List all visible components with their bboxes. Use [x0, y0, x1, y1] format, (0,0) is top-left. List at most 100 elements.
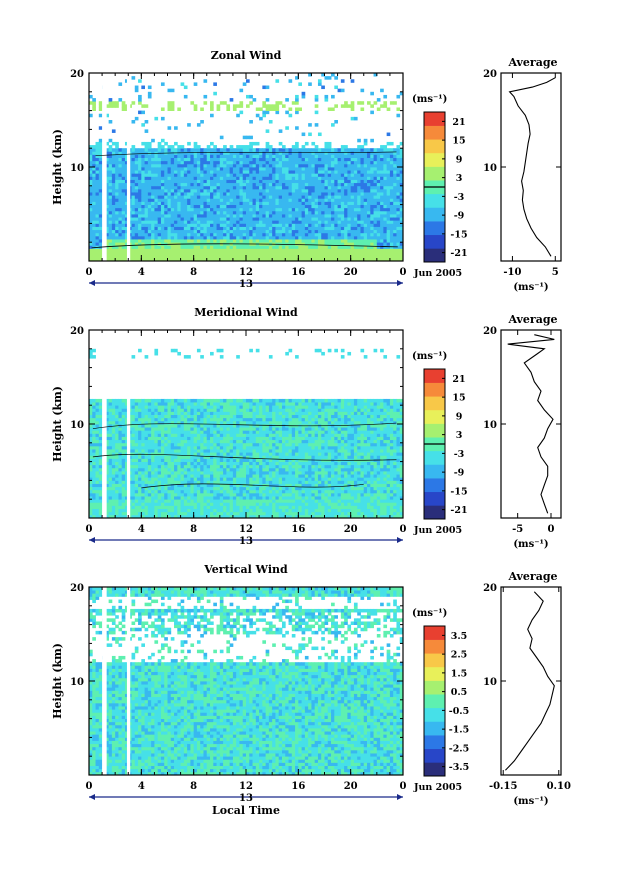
heatmap-cell [151, 245, 155, 249]
heatmap-cell [177, 220, 181, 224]
heatmap-cell [399, 167, 404, 171]
heatmap-cell [134, 214, 139, 218]
heatmap-cell [301, 185, 306, 190]
heatmap-cell [324, 220, 329, 224]
heatmap-cell [210, 104, 214, 108]
heatmap-cell [373, 148, 378, 152]
heatmap-cell [337, 188, 342, 193]
heatmap-cell [187, 179, 191, 184]
heatmap-cell [92, 204, 96, 209]
heatmap-cell [327, 170, 332, 174]
heatmap-cell [200, 214, 204, 218]
heatmap-cell [124, 232, 129, 237]
heatmap-cell [115, 245, 119, 249]
heatmap-cell [350, 160, 355, 165]
heatmap-cell [141, 141, 145, 146]
heatmap-cell [373, 248, 378, 252]
heatmap-cell [350, 223, 355, 227]
heatmap-cell [344, 226, 348, 231]
heatmap-cell [89, 477, 93, 481]
heatmap-cell [154, 461, 159, 466]
heatmap-cell [124, 160, 129, 165]
heatmap-cell [295, 98, 299, 102]
heatmap-cell [111, 502, 116, 506]
heatmap-cell [203, 220, 208, 224]
heatmap-cell [141, 257, 145, 262]
heatmap-cell [246, 160, 250, 165]
heatmap-cell [268, 145, 273, 149]
heatmap-cell [268, 151, 273, 155]
heatmap-cell [213, 239, 217, 243]
heatmap-cell [324, 217, 329, 221]
heatmap-cell [331, 179, 335, 184]
heatmap-cell [167, 145, 172, 149]
heatmap-cell [134, 163, 139, 168]
heatmap-cell [252, 182, 257, 187]
heatmap-cell [118, 458, 123, 462]
heatmap-cell [131, 254, 136, 259]
heatmap-cell [170, 182, 175, 187]
heatmap-cell [236, 195, 240, 199]
heatmap-cell [242, 223, 247, 227]
heatmap-cell [203, 245, 208, 249]
heatmap-cell [265, 157, 270, 162]
heatmap-cell [232, 251, 237, 256]
heatmap-cell [131, 223, 136, 227]
heatmap-cell [180, 188, 185, 193]
heatmap-cell [373, 160, 378, 165]
heatmap-cell [331, 173, 335, 177]
heatmap-cell [308, 185, 312, 190]
heatmap-cell [111, 254, 116, 259]
heatmap-cell [236, 207, 240, 212]
heatmap-cell [118, 398, 123, 403]
heatmap-cell [121, 508, 126, 513]
heatmap-cell [151, 251, 155, 256]
heatmap-cell [124, 420, 129, 425]
heatmap-cell [232, 223, 237, 227]
heatmap-cell [115, 182, 119, 187]
heatmap-cell [196, 204, 201, 209]
heatmap-cell [95, 257, 100, 262]
heatmap-cell [154, 116, 159, 121]
heatmap-cell [370, 176, 374, 180]
heatmap-cell [350, 201, 355, 205]
heatmap-cell [311, 239, 316, 243]
heatmap-cell [170, 235, 175, 240]
heatmap-cell [360, 226, 365, 231]
heatmap-cell [193, 141, 198, 146]
heatmap-cell [187, 217, 191, 221]
heatmap-cell [138, 223, 142, 227]
heatmap-cell [308, 173, 312, 177]
heatmap-cell [144, 464, 149, 469]
heatmap-cell [210, 148, 214, 152]
heatmap-cell [327, 229, 332, 234]
heatmap-cell [180, 176, 185, 180]
heatmap-cell [232, 198, 237, 202]
heatmap-cell [334, 220, 338, 224]
heatmap-cell [144, 104, 149, 108]
heatmap-cell [95, 160, 100, 165]
heatmap-cell [396, 223, 401, 227]
heatmap-cell [399, 91, 404, 96]
heatmap-cell [147, 167, 152, 171]
heatmap-cell [285, 170, 289, 174]
heatmap-cell [363, 242, 368, 246]
heatmap-cell [393, 257, 397, 262]
heatmap-cell [170, 157, 175, 162]
heatmap-cell [275, 160, 280, 165]
heatmap-cell [321, 157, 325, 162]
heatmap-cell [92, 104, 96, 108]
heatmap-cell [262, 201, 267, 205]
heatmap-cell [154, 427, 159, 431]
heatmap-cell [321, 167, 325, 171]
heatmap-cell [108, 176, 113, 180]
heatmap-cell [124, 499, 129, 503]
heatmap-cell [157, 148, 162, 152]
heatmap-cell [311, 160, 316, 165]
heatmap-cell [216, 254, 221, 259]
heatmap-cell [275, 192, 280, 196]
heatmap-cell [138, 257, 142, 262]
heatmap-cell [334, 242, 338, 246]
heatmap-cell [151, 239, 155, 243]
heatmap-cell [360, 257, 365, 262]
